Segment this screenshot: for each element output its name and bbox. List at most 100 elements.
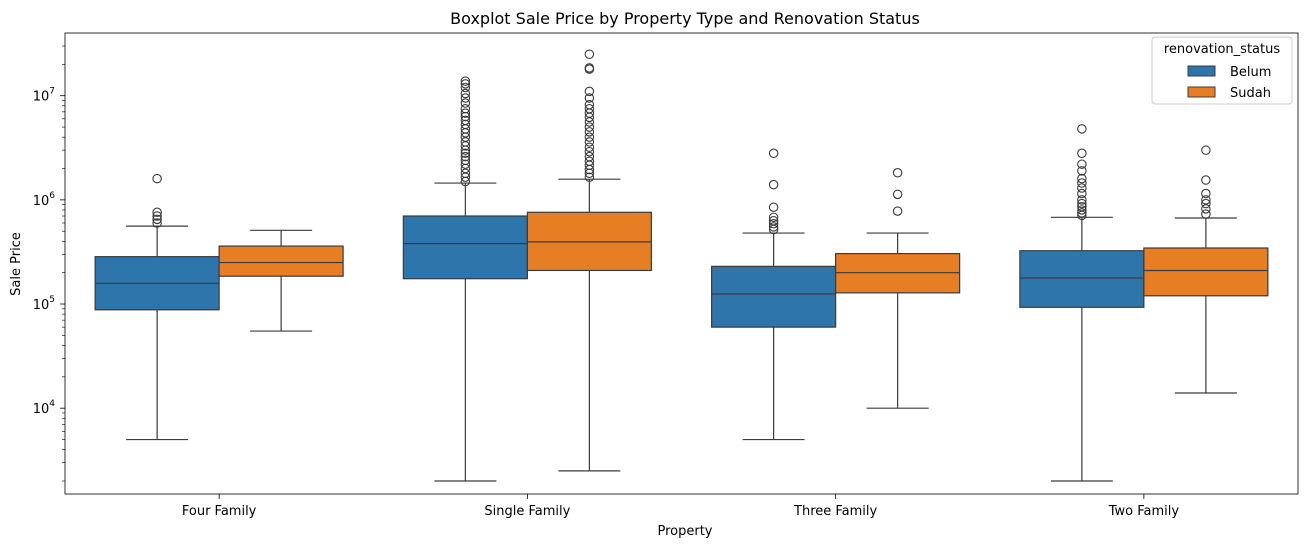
box-iqr <box>1019 250 1145 308</box>
y-tick-label: 104 <box>33 399 56 417</box>
legend: renovation_status Belum Sudah <box>1151 36 1293 105</box>
box-sudah-3 <box>1143 145 1269 394</box>
legend-label-belum: Belum <box>1230 65 1271 80</box>
outlier-point <box>1077 173 1087 184</box>
outlier-point <box>460 168 471 179</box>
outlier-point <box>1077 166 1087 176</box>
x-tick-label: Four Family <box>182 504 257 519</box>
outlier-point <box>1077 195 1087 205</box>
legend-box <box>1151 36 1293 105</box>
x-tick-label: Two Family <box>1108 504 1180 519</box>
outlier-point <box>1077 188 1087 199</box>
outlier-point <box>584 122 595 132</box>
box-belum-2 <box>711 148 837 441</box>
outlier-point <box>460 155 471 166</box>
outlier-point <box>584 172 595 182</box>
y-axis-label: Sale Price <box>9 232 24 296</box>
outlier-point <box>460 88 471 99</box>
outlier-point <box>1077 208 1087 218</box>
outlier-point <box>1201 198 1211 209</box>
outlier-point <box>584 63 595 73</box>
outlier-point <box>768 218 779 229</box>
box-iqr <box>711 265 837 328</box>
outlier-point <box>584 137 595 147</box>
box-belum-1 <box>402 76 528 482</box>
legend-swatch-sudah <box>1187 86 1216 98</box>
outlier-point <box>584 132 595 142</box>
outlier-point <box>584 93 595 103</box>
outlier-point <box>1077 198 1087 209</box>
outlier-point <box>152 218 162 228</box>
outlier-point <box>460 108 471 118</box>
y-tick-label: 106 <box>33 191 56 209</box>
outlier-point <box>892 189 903 200</box>
y-tick-label: 105 <box>33 295 55 313</box>
box-sudah-0 <box>218 229 344 332</box>
outlier-point <box>460 82 471 93</box>
outlier-point <box>460 151 471 162</box>
outlier-point <box>460 103 471 114</box>
outlier-point <box>892 168 903 178</box>
outlier-point <box>768 202 779 212</box>
outlier-point <box>1077 205 1087 215</box>
outlier-point <box>584 49 595 60</box>
outlier-point <box>1201 145 1211 155</box>
legend-title: renovation_status <box>1164 42 1280 57</box>
outlier-point <box>460 119 471 130</box>
outlier-point <box>1077 159 1087 169</box>
outlier-point <box>584 86 595 97</box>
outlier-point <box>768 148 779 159</box>
outlier-point <box>1077 183 1087 193</box>
outlier-point <box>460 148 471 159</box>
plot-area <box>64 32 1299 495</box>
outlier-point <box>1077 124 1087 134</box>
outlier-point <box>460 93 471 103</box>
outlier-point <box>892 206 903 216</box>
outlier-point <box>584 151 595 162</box>
legend-swatch-belum <box>1187 65 1216 77</box>
x-tick-label: Three Family <box>793 504 878 519</box>
outlier-point <box>768 222 779 232</box>
outlier-point <box>584 99 595 110</box>
box-belum-0 <box>94 173 220 441</box>
outlier-point <box>1201 195 1211 205</box>
outlier-point <box>152 173 162 184</box>
box-iqr <box>218 245 344 277</box>
outlier-point <box>460 79 471 89</box>
outlier-point <box>768 212 779 223</box>
outlier-point <box>460 115 471 126</box>
outlier-point <box>1077 178 1087 188</box>
outlier-point <box>584 146 595 157</box>
box-iqr <box>1143 247 1269 297</box>
outlier-point <box>584 103 595 114</box>
x-tick-label: Single Family <box>484 504 570 519</box>
outlier-point <box>1077 201 1087 212</box>
outlier-point <box>1201 209 1211 219</box>
outlier-point <box>584 127 595 137</box>
outlier-point <box>768 216 779 226</box>
y-tick-label: 107 <box>33 87 55 105</box>
outlier-point <box>768 179 779 190</box>
box-belum-3 <box>1019 124 1145 482</box>
outlier-point <box>1201 188 1211 199</box>
plot-layer <box>94 49 1269 482</box>
legend-label-sudah: Sudah <box>1230 86 1271 101</box>
axes: 104 105 106 107 Four Family Single Family Thre… <box>33 45 1180 519</box>
box-sudah-2 <box>835 168 961 409</box>
outlier-point <box>460 137 471 147</box>
chart-title: Boxplot Sale Price by Property Type and … <box>450 9 920 28</box>
outlier-point <box>1077 148 1087 159</box>
outlier-point <box>460 159 471 169</box>
outlier-point <box>1201 175 1211 185</box>
outlier-point <box>152 207 162 218</box>
outlier-point <box>584 142 595 153</box>
outlier-point <box>460 98 471 108</box>
outlier-point <box>460 76 471 86</box>
outlier-point <box>584 156 595 166</box>
outlier-point <box>152 211 162 221</box>
x-axis-label: Property <box>657 524 712 539</box>
outlier-point <box>152 214 162 225</box>
box-iqr <box>402 215 528 280</box>
box-sudah-1 <box>526 49 652 472</box>
